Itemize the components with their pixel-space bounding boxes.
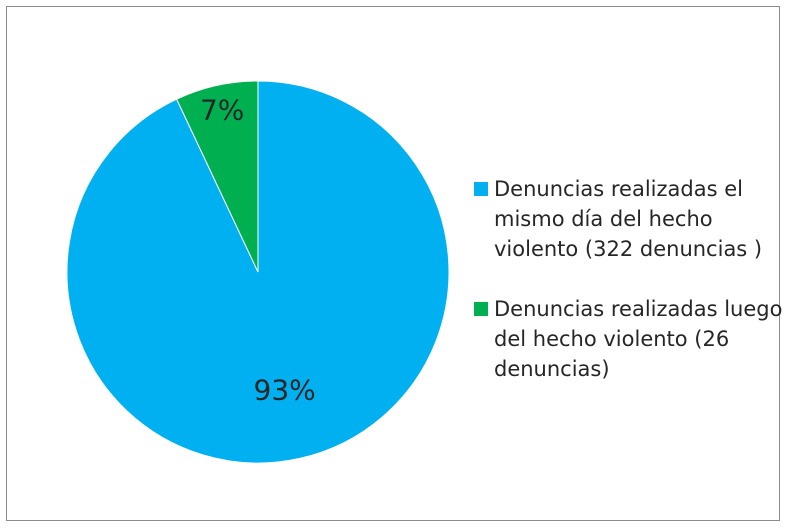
legend-item-after: Denuncias realizadas luego del hecho vio…: [474, 294, 784, 384]
pie-label-same-day: 93%: [254, 373, 316, 406]
legend-item-same-day: Denuncias realizadas el mismo día del he…: [474, 174, 784, 264]
legend-swatch-after: [474, 302, 488, 316]
pie-slice-after: [176, 80, 259, 273]
legend-label-same-day: Denuncias realizadas el mismo día del he…: [494, 177, 763, 261]
pie-labels: 93% 7%: [200, 94, 316, 407]
pie-slices: [66, 80, 450, 464]
pie-label-after: 7%: [200, 94, 244, 127]
chart-legend: Denuncias realizadas el mismo día del he…: [474, 174, 784, 384]
legend-label-after: Denuncias realizadas luego del hecho vio…: [494, 297, 783, 381]
legend-swatch-same-day: [474, 182, 488, 196]
